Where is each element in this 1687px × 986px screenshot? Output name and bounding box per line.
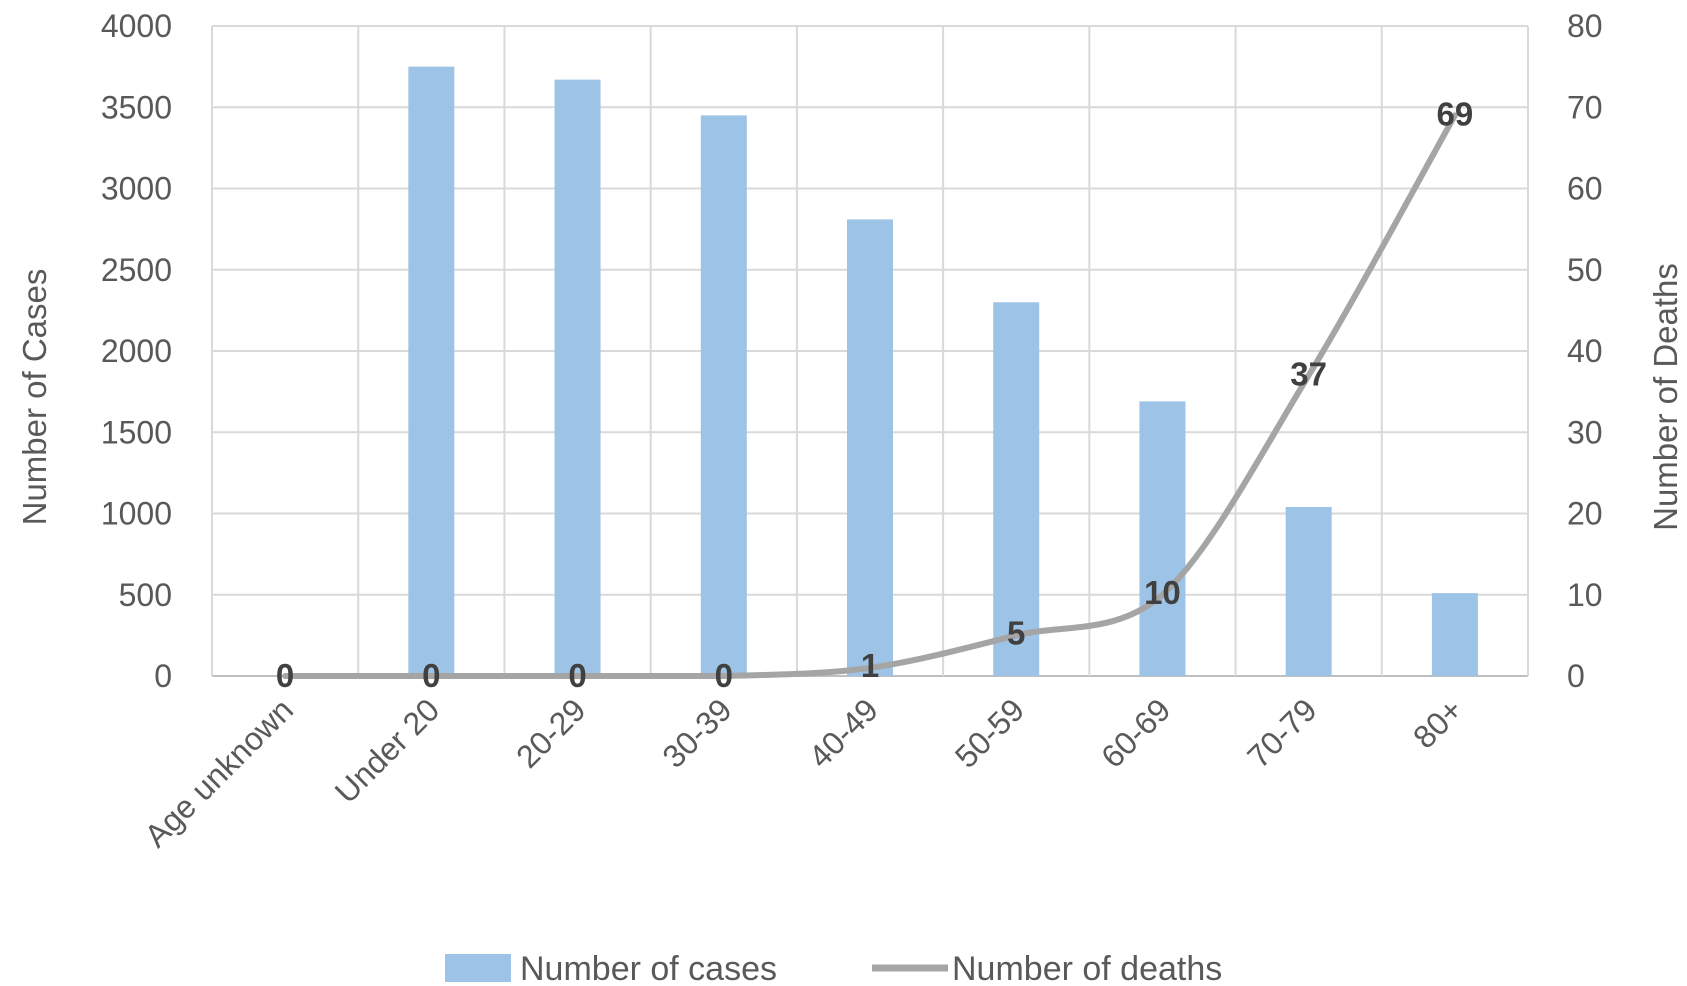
left-axis-tick-label: 3500 bbox=[101, 89, 172, 125]
right-axis-tick-label: 40 bbox=[1567, 333, 1603, 369]
x-axis-tick-label: 50-59 bbox=[948, 691, 1031, 774]
x-axis-tick-label: 30-39 bbox=[655, 691, 738, 774]
bar-30-39 bbox=[700, 115, 747, 676]
legend-label-number-of-deaths: Number of deaths bbox=[952, 950, 1222, 986]
data-label-deaths: 0 bbox=[276, 657, 294, 694]
legend-label-number-of-cases: Number of cases bbox=[520, 950, 777, 986]
data-label-deaths: 0 bbox=[568, 657, 586, 694]
right-axis-tick-label: 50 bbox=[1567, 252, 1603, 288]
right-axis-title: Number of Deaths bbox=[1647, 263, 1684, 531]
bar-70-79 bbox=[1285, 507, 1332, 676]
x-axis-tick-label: 80+ bbox=[1406, 691, 1470, 755]
x-axis-ticks: Age unknown Under 20 20-29 30-39 40-49 50-59 6… bbox=[137, 691, 1469, 854]
right-axis-tick-label: 0 bbox=[1567, 658, 1585, 694]
right-axis-tick-label: 60 bbox=[1567, 171, 1603, 207]
data-labels: 0 0 0 0 1 5 10 37 69 bbox=[276, 95, 1473, 694]
data-label-deaths: 0 bbox=[715, 657, 733, 694]
left-axis-tick-label: 0 bbox=[154, 658, 172, 694]
data-label-deaths: 10 bbox=[1144, 574, 1181, 611]
right-axis-ticks: 0 10 20 30 40 50 60 70 80 bbox=[1567, 8, 1603, 694]
left-axis-tick-label: 1000 bbox=[101, 496, 172, 532]
bar-under-20 bbox=[408, 66, 455, 676]
left-axis-ticks: 0 500 1000 1500 2000 2500 3000 3500 4000 bbox=[101, 8, 172, 694]
data-label-deaths: 0 bbox=[422, 657, 440, 694]
left-axis-tick-label: 3000 bbox=[101, 171, 172, 207]
legend-swatch-number-of-cases bbox=[445, 954, 511, 982]
left-axis-tick-label: 2500 bbox=[101, 252, 172, 288]
bar-80- bbox=[1431, 593, 1478, 676]
left-axis-tick-label: 1500 bbox=[101, 414, 172, 450]
x-axis-tick-label: 70-79 bbox=[1240, 691, 1323, 774]
x-axis-tick-label: 60-69 bbox=[1094, 691, 1177, 774]
right-axis-tick-label: 30 bbox=[1567, 414, 1603, 450]
data-label-deaths: 5 bbox=[1007, 614, 1025, 651]
x-axis-tick-label: 20-29 bbox=[509, 691, 592, 774]
data-label-deaths: 69 bbox=[1437, 95, 1474, 132]
right-axis-tick-label: 20 bbox=[1567, 496, 1603, 532]
x-axis-tick-label: 40-49 bbox=[802, 691, 885, 774]
x-axis-tick-label: Age unknown bbox=[137, 691, 300, 854]
bar-20-29 bbox=[554, 79, 601, 676]
right-axis-tick-label: 70 bbox=[1567, 89, 1603, 125]
left-axis-tick-label: 500 bbox=[119, 577, 172, 613]
line-series-number-of-deaths bbox=[282, 112, 1458, 680]
line-number-of-deaths bbox=[282, 112, 1458, 680]
left-axis-title: Number of Cases bbox=[16, 269, 53, 526]
right-axis-tick-label: 80 bbox=[1567, 8, 1603, 44]
left-axis-tick-label: 2000 bbox=[101, 333, 172, 369]
legend: Number of cases Number of deaths bbox=[445, 950, 1222, 986]
data-label-deaths: 37 bbox=[1290, 355, 1327, 392]
data-label-deaths: 1 bbox=[861, 647, 879, 684]
bar-50-59 bbox=[993, 302, 1040, 676]
left-axis-tick-label: 4000 bbox=[101, 8, 172, 44]
bar-40-49 bbox=[847, 219, 893, 676]
bar-60-69 bbox=[1139, 401, 1186, 676]
x-axis-tick-label: Under 20 bbox=[328, 691, 447, 810]
right-axis-tick-label: 10 bbox=[1567, 577, 1603, 613]
bars-number-of-cases bbox=[408, 66, 1478, 676]
